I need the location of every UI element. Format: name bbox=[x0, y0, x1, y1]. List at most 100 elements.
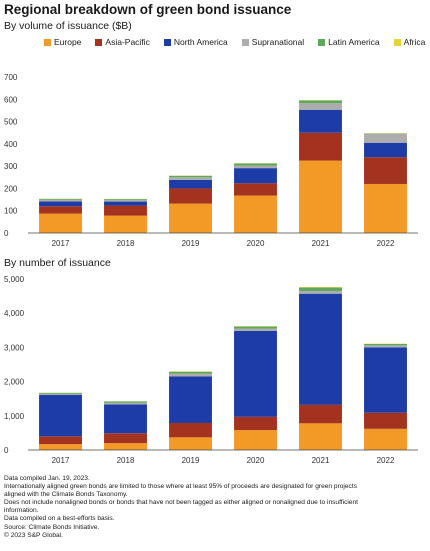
bar-segment-north-america bbox=[234, 168, 277, 184]
bar-segment-latin-america bbox=[234, 163, 277, 166]
x-tick-label: 2019 bbox=[182, 239, 200, 248]
bar-segment-europe bbox=[299, 423, 342, 450]
x-tick-label: 2021 bbox=[312, 456, 330, 465]
volume-bar-chart: 0 100 200 300 400 500 600 700 2017 2018 2019 2020 20… bbox=[4, 73, 418, 248]
bar-segment-europe bbox=[234, 195, 277, 233]
legend-swatch bbox=[318, 38, 326, 46]
y-tick-label: 4,000 bbox=[4, 309, 25, 318]
y-tick-label: 5,000 bbox=[4, 275, 25, 284]
bar-segment-europe bbox=[364, 183, 407, 233]
bar-segment-north-america bbox=[104, 404, 147, 434]
bar-segment-asia-pacific bbox=[364, 412, 407, 429]
x-tick-label: 2021 bbox=[312, 239, 330, 248]
legend-label: Asia-Pacific bbox=[105, 37, 150, 47]
bar-segment-supranational bbox=[364, 133, 407, 143]
legend-item-africa: Africa bbox=[393, 37, 426, 47]
bar-segment-europe bbox=[104, 443, 147, 450]
bar-segment-latin-america bbox=[104, 401, 147, 403]
bar-segment-europe bbox=[234, 430, 277, 450]
bar-segment-latin-america bbox=[39, 198, 82, 200]
bar-segment-north-america bbox=[364, 347, 407, 413]
bar-segment-supranational bbox=[299, 290, 342, 294]
legend-item-supranational: Supranational bbox=[241, 37, 305, 47]
y-tick-label: 200 bbox=[4, 184, 18, 193]
x-tick-label: 2018 bbox=[117, 456, 135, 465]
note-line: © 2023 S&P Global. bbox=[4, 531, 63, 539]
bar-segment-europe bbox=[364, 428, 407, 450]
note-line: aligned with the Climate Bonds Taxonomy. bbox=[4, 491, 128, 499]
bar-segment-supranational bbox=[169, 373, 212, 377]
bar-segment-europe bbox=[299, 160, 342, 233]
bar-segment-supranational bbox=[39, 199, 82, 202]
bar-segment-north-america bbox=[299, 293, 342, 405]
bar-segment-supranational bbox=[299, 103, 342, 110]
bar-segment-supranational bbox=[104, 200, 147, 202]
y-tick-label: 500 bbox=[4, 118, 18, 127]
bar-segment-europe bbox=[169, 437, 212, 450]
y-tick-label: 400 bbox=[4, 140, 18, 149]
bar-segment-north-america bbox=[169, 376, 212, 423]
legend-swatch bbox=[44, 38, 51, 46]
bar-segment-asia-pacific bbox=[364, 157, 407, 184]
bar-segment-europe bbox=[104, 215, 147, 233]
chart-notes: Data compiled Jan. 19, 2023. Internation… bbox=[4, 475, 428, 540]
bar-segment-latin-america bbox=[104, 199, 147, 201]
bar-segment-asia-pacific bbox=[169, 422, 212, 438]
y-tick-label: 1,000 bbox=[4, 412, 25, 421]
legend-swatch bbox=[95, 38, 103, 46]
bar-segment-north-america bbox=[39, 394, 82, 437]
bar-segment-north-america bbox=[169, 179, 212, 189]
legend-label: Africa bbox=[403, 37, 426, 47]
bar-segment-asia-pacific bbox=[39, 436, 82, 445]
legend-label: Europe bbox=[54, 37, 82, 47]
bar-segment-asia-pacific bbox=[234, 416, 277, 431]
y-tick-label: 3,000 bbox=[4, 343, 25, 352]
bar-segment-north-america bbox=[39, 201, 82, 207]
bar-segment-asia-pacific bbox=[299, 404, 342, 424]
bar-segment-latin-america bbox=[364, 343, 407, 346]
bar-segment-asia-pacific bbox=[169, 188, 212, 204]
note-line: Does not include nonaligned bonds or bon… bbox=[4, 499, 359, 507]
bar-segment-latin-america bbox=[234, 326, 277, 329]
bar-segment-europe bbox=[39, 213, 82, 233]
legend-item-asia-pacific: Asia-Pacific bbox=[95, 37, 150, 47]
legend-label: Supranational bbox=[251, 37, 305, 47]
bar-segment-supranational bbox=[104, 402, 147, 405]
y-tick-label: 600 bbox=[4, 95, 18, 104]
x-tick-label: 2022 bbox=[377, 239, 395, 248]
note-line: Data compiled Jan. 19, 2023. bbox=[4, 475, 90, 482]
bar-segment-asia-pacific bbox=[104, 433, 147, 444]
bar-segment-supranational bbox=[169, 177, 212, 180]
bar-segment-north-america bbox=[299, 109, 342, 133]
legend-label: Latin America bbox=[328, 37, 380, 47]
x-tick-label: 2020 bbox=[247, 456, 265, 465]
bar-segment-north-america bbox=[364, 142, 407, 158]
note-line: Source: Climate Bonds Initiative. bbox=[4, 523, 100, 531]
number-subtitle: By number of issuance bbox=[4, 257, 111, 269]
bar-segment-north-america bbox=[234, 330, 277, 417]
bar-segment-europe bbox=[39, 444, 82, 450]
bar-segment-latin-america bbox=[299, 100, 342, 104]
x-tick-label: 2022 bbox=[377, 456, 395, 465]
y-tick-label: 300 bbox=[4, 162, 18, 171]
bar-segment-europe bbox=[169, 203, 212, 233]
x-tick-label: 2020 bbox=[247, 239, 265, 248]
note-line: information. bbox=[4, 507, 39, 515]
y-tick-label: 100 bbox=[4, 207, 18, 216]
legend-item-north-america: North America bbox=[163, 37, 228, 47]
note-line: Internationally aligned green bonds are … bbox=[4, 483, 357, 491]
y-tick-label: 700 bbox=[4, 73, 18, 82]
legend-item-europe: Europe bbox=[44, 37, 81, 47]
bar-segment-north-america bbox=[104, 201, 147, 206]
legend-swatch bbox=[393, 38, 401, 46]
chart-title: Regional breakdown of green bond issuanc… bbox=[4, 2, 292, 17]
volume-subtitle: By volume of issuance ($B) bbox=[4, 20, 132, 32]
bar-segment-latin-america bbox=[169, 175, 212, 178]
bar-segment-africa bbox=[299, 287, 342, 288]
x-tick-label: 2017 bbox=[52, 239, 70, 248]
x-tick-label: 2019 bbox=[182, 456, 200, 465]
bar-segment-supranational bbox=[39, 393, 82, 395]
bar-segment-supranational bbox=[234, 165, 277, 169]
bar-segment-latin-america bbox=[169, 371, 212, 374]
bar-segment-supranational bbox=[234, 328, 277, 331]
